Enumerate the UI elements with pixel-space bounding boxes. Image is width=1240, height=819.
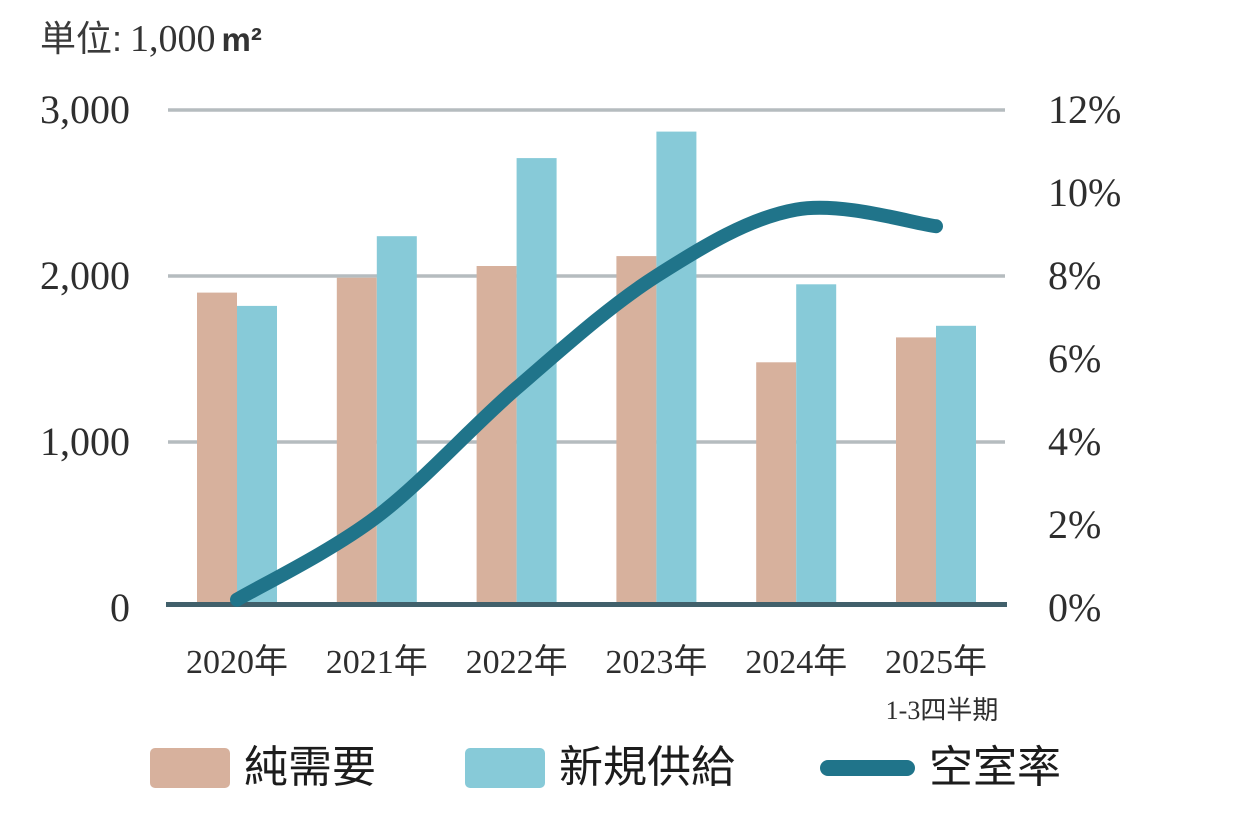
legend-swatch-new-supply [465,748,545,788]
bar-net-demand-2023年 [616,256,657,606]
unit-prefix: 単位: [40,18,123,59]
left-axis-tick: 3,000 [40,87,130,132]
vacancy-rate-line [230,200,943,607]
x-axis-label-2024: 2024年 [745,644,848,681]
left-axis-tick: 0 [110,585,130,630]
legend-item-new-supply: 新規供給 [465,742,735,794]
bar-net-demand-2025年 [896,337,936,606]
right-axis-tick: 6% [1048,336,1102,381]
bar-net-demand-2024年 [756,362,797,606]
bar-new-supply-2020年 [237,305,277,606]
x-axis-label-2023: 2023年 [605,644,708,681]
legend-swatch-net-demand [150,748,230,788]
right-axis-tick: 8% [1048,253,1102,298]
bar-new-supply-2024年 [796,284,837,606]
bar-net-demand-2020年 [197,292,237,606]
bar-net-demand-2022年 [476,266,517,606]
unit-label: 単位: 1,000 m² [40,10,262,62]
right-axis-tick: 12% [1048,87,1122,132]
x-axis-label-2025: 2025年 [885,644,987,681]
legend-item-net-demand: 純需要 [150,742,376,794]
right-axis-tick: 4% [1048,419,1102,464]
x-axis-sublabel-quarters: 1-3四半期 [885,696,999,725]
x-axis-label-2021: 2021年 [325,644,428,681]
unit-suffix: m² [221,21,262,58]
right-axis-tick: 0% [1048,585,1102,630]
legend-label-vacancy-rate: 空室率 [929,743,1061,792]
bar-new-supply-2021年 [376,236,417,606]
right-axis-tick: 2% [1048,502,1102,547]
unit-value: 1,000 [130,18,216,60]
legend-label-new-supply: 新規供給 [559,743,735,792]
x-axis-label-2022: 2022年 [465,644,568,681]
left-axis-tick: 2,000 [40,253,130,298]
bar-new-supply-2025年 [936,325,976,606]
x-axis-label-2020: 2020年 [186,644,288,681]
legend-label-net-demand: 純需要 [244,743,376,792]
bar-net-demand-2021年 [336,277,377,606]
bar-new-supply-2023年 [656,131,697,606]
legend-item-vacancy-rate: 空室率 [820,742,1061,794]
legend-line-swatch-vacancy-rate [820,760,915,776]
right-axis-tick: 10% [1048,170,1122,215]
left-axis-tick: 1,000 [40,419,130,464]
